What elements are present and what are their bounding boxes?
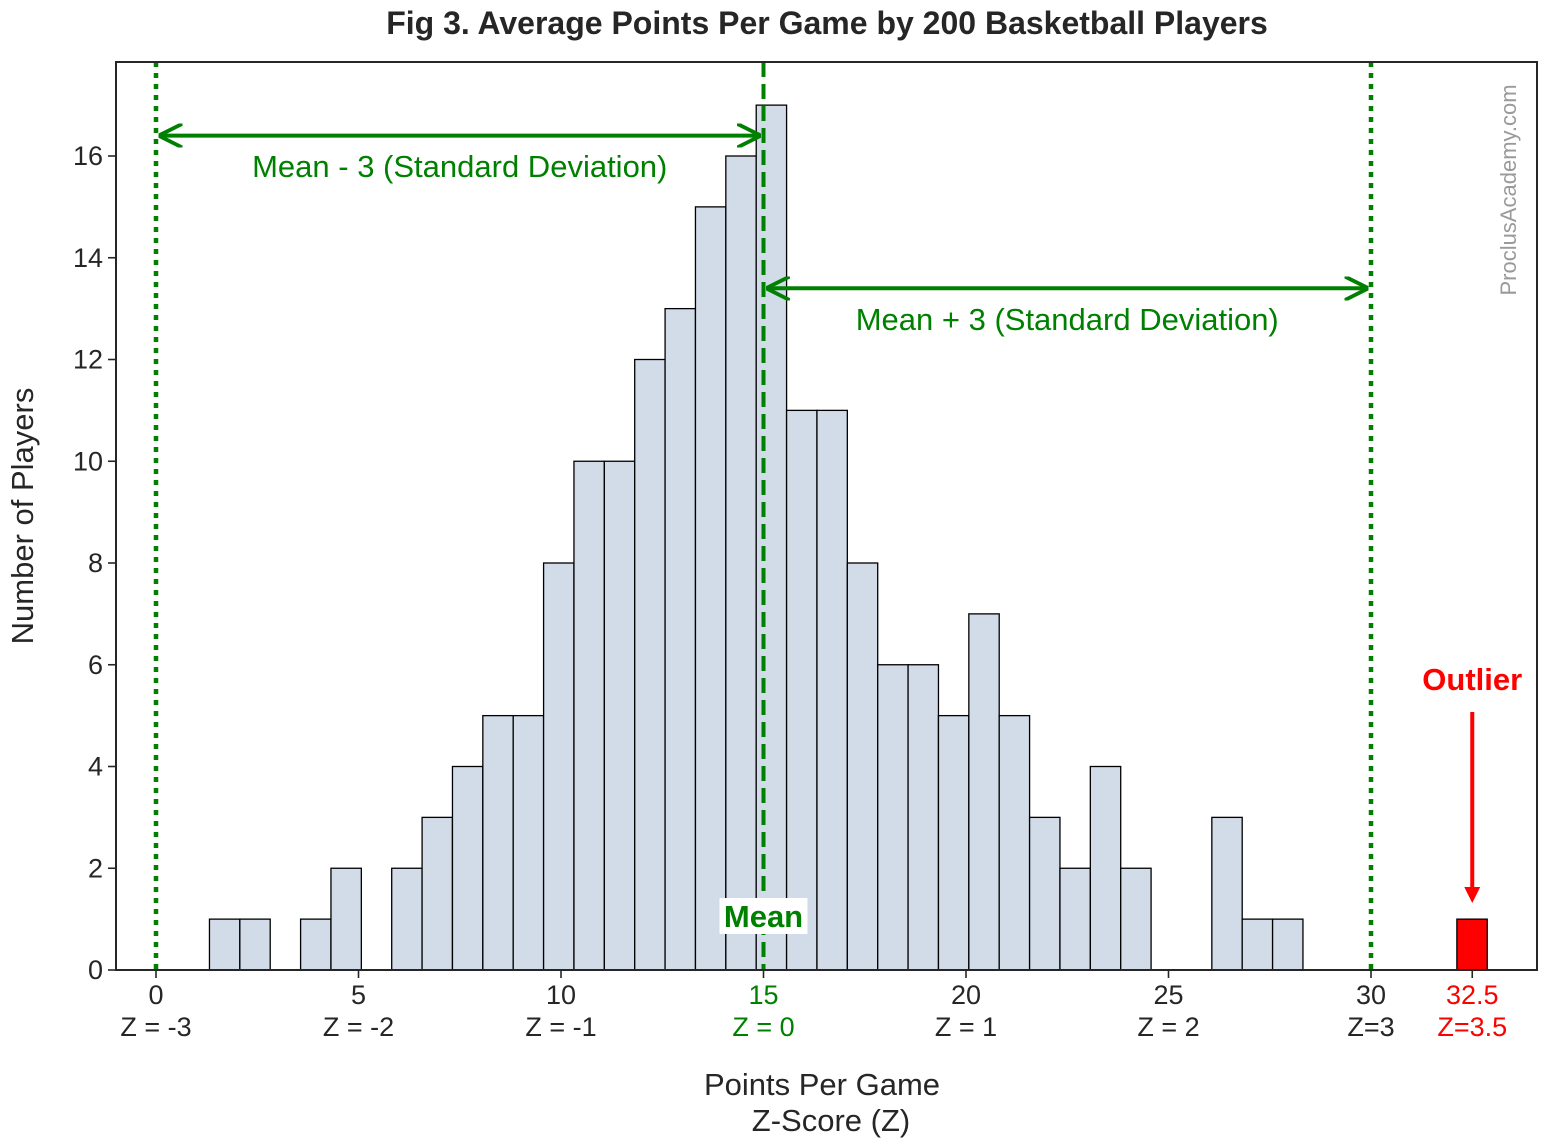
histogram-bar <box>299 918 332 971</box>
mean-label-box <box>719 898 808 934</box>
histogram-bar <box>603 460 636 971</box>
bars-group <box>208 104 1488 971</box>
y-axis-label: Number of Players <box>5 388 40 645</box>
histogram-bar <box>816 409 848 971</box>
watermark-text: ProclusAcademy.com <box>1496 84 1521 295</box>
histogram-bar <box>1241 918 1274 971</box>
histogram-bar <box>208 918 241 971</box>
histogram-bar <box>451 765 484 971</box>
histogram-bar <box>846 562 879 971</box>
histogram-bar <box>755 104 788 971</box>
histogram-bar <box>1059 867 1091 971</box>
histogram-bar <box>1089 765 1122 971</box>
minus-3sd-label: Mean - 3 (Standard Deviation) <box>252 149 667 184</box>
x-tick-label: 32.5 <box>1446 980 1499 1010</box>
x-axis-label: Points Per Game <box>704 1067 940 1102</box>
x-tick-zscore-label: Z = 1 <box>935 1012 997 1042</box>
outlier-bar <box>1456 918 1488 971</box>
y-tick-label: 10 <box>73 446 103 476</box>
y-tick-label: 6 <box>88 650 103 680</box>
histogram-bar <box>785 409 818 971</box>
x-tick-label: 30 <box>1356 980 1386 1010</box>
histogram-bar <box>694 206 727 971</box>
histogram-bar <box>1120 867 1152 971</box>
histogram-bar <box>968 613 1000 971</box>
histogram-bar <box>391 867 423 971</box>
histogram-bar <box>421 816 454 971</box>
histogram-bar <box>725 155 757 971</box>
histogram-bar <box>482 714 514 971</box>
histogram-bar <box>877 664 909 971</box>
x-tick-label: 20 <box>951 980 981 1010</box>
x-tick-zscore-label: Z = 0 <box>732 1012 794 1042</box>
histogram-bar <box>998 714 1031 971</box>
outlier-label: Outlier <box>1422 662 1522 697</box>
x-tick-zscore-label: Z=3 <box>1347 1012 1394 1042</box>
x-tick-zscore-label: Z = 2 <box>1137 1012 1199 1042</box>
y-tick-label: 12 <box>73 345 103 375</box>
histogram-bar <box>937 714 970 971</box>
y-tick-label: 16 <box>73 141 103 171</box>
histogram-bar <box>239 918 271 971</box>
y-tick-label: 4 <box>88 752 103 782</box>
chart-title: Fig 3. Average Points Per Game by 200 Ba… <box>386 5 1268 41</box>
reference-lines-group <box>153 62 1374 970</box>
x-tick-zscore-label: Z = -3 <box>120 1012 191 1042</box>
histogram-bar <box>907 664 940 971</box>
y-tick-label: 14 <box>73 243 103 273</box>
histogram-bar <box>664 307 697 971</box>
x-tick-label: 15 <box>748 980 778 1010</box>
x-tick-label: 5 <box>351 980 366 1010</box>
histogram-bar <box>634 358 666 971</box>
x-tick-zscore-label: Z = -1 <box>525 1012 596 1042</box>
histogram-bar <box>330 867 362 971</box>
histogram-bar <box>1028 816 1061 971</box>
histogram-bar <box>1271 918 1304 971</box>
y-tick-label: 0 <box>88 955 103 985</box>
y-tick-label: 2 <box>88 853 103 883</box>
x-tick-label: 0 <box>148 980 163 1010</box>
histogram-bar <box>573 460 605 971</box>
histogram-bar <box>512 714 545 971</box>
annotations-group: Mean Mean - 3 (Standard Deviation) Mean + … <box>161 136 1522 934</box>
x-axis-z-label: Z-Score (Z) <box>752 1103 910 1138</box>
y-tick-label: 8 <box>88 548 103 578</box>
histogram-bar <box>542 562 575 971</box>
mean-label: Mean <box>724 899 803 934</box>
x-tick-zscore-label: Z=3.5 <box>1437 1012 1507 1042</box>
x-tick-label: 25 <box>1153 980 1183 1010</box>
x-tick-label: 10 <box>546 980 576 1010</box>
x-tick-zscore-label: Z = -2 <box>323 1012 394 1042</box>
plus-3sd-label: Mean + 3 (Standard Deviation) <box>856 302 1279 337</box>
plot-frame <box>115 61 1538 971</box>
histogram-bar <box>1211 816 1243 971</box>
